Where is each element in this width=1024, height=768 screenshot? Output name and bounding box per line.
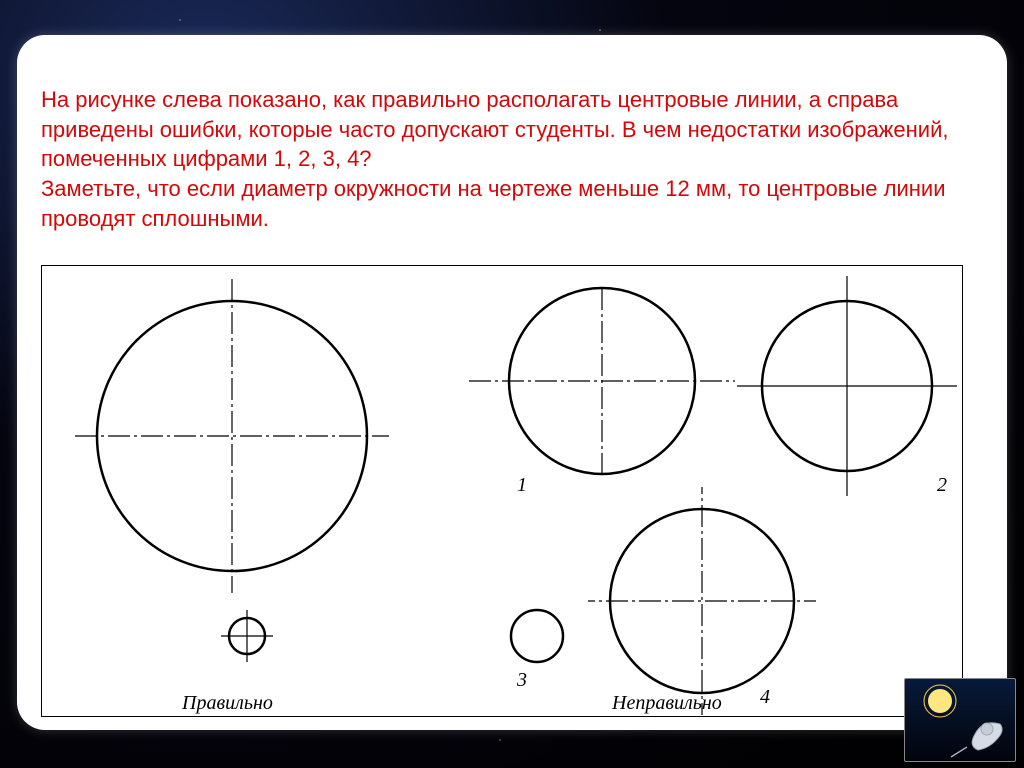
svg-text:2: 2 <box>937 474 947 496</box>
svg-text:Правильно: Правильно <box>181 692 273 714</box>
centerlines-diagram: 1 2 3 4 Правильно Неправильно <box>41 265 963 717</box>
svg-text:Неправильно: Неправильно <box>611 692 722 714</box>
svg-text:1: 1 <box>517 474 527 496</box>
content-card: На рисунке слева показано, как правильно… <box>17 35 1007 730</box>
astronaut-icon <box>905 679 1015 761</box>
instruction-paragraph-2: Заметьте, что если диаметр окружности на… <box>41 174 981 233</box>
svg-text:3: 3 <box>516 669 527 691</box>
svg-text:4: 4 <box>760 686 770 708</box>
diagram-svg: 1 2 3 4 Правильно Неправильно <box>42 266 962 716</box>
instruction-text: На рисунке слева показано, как правильно… <box>41 85 981 233</box>
slide-background: На рисунке слева показано, как правильно… <box>0 0 1024 768</box>
astronaut-thumbnail <box>904 678 1016 762</box>
instruction-paragraph-1: На рисунке слева показано, как правильно… <box>41 85 981 174</box>
